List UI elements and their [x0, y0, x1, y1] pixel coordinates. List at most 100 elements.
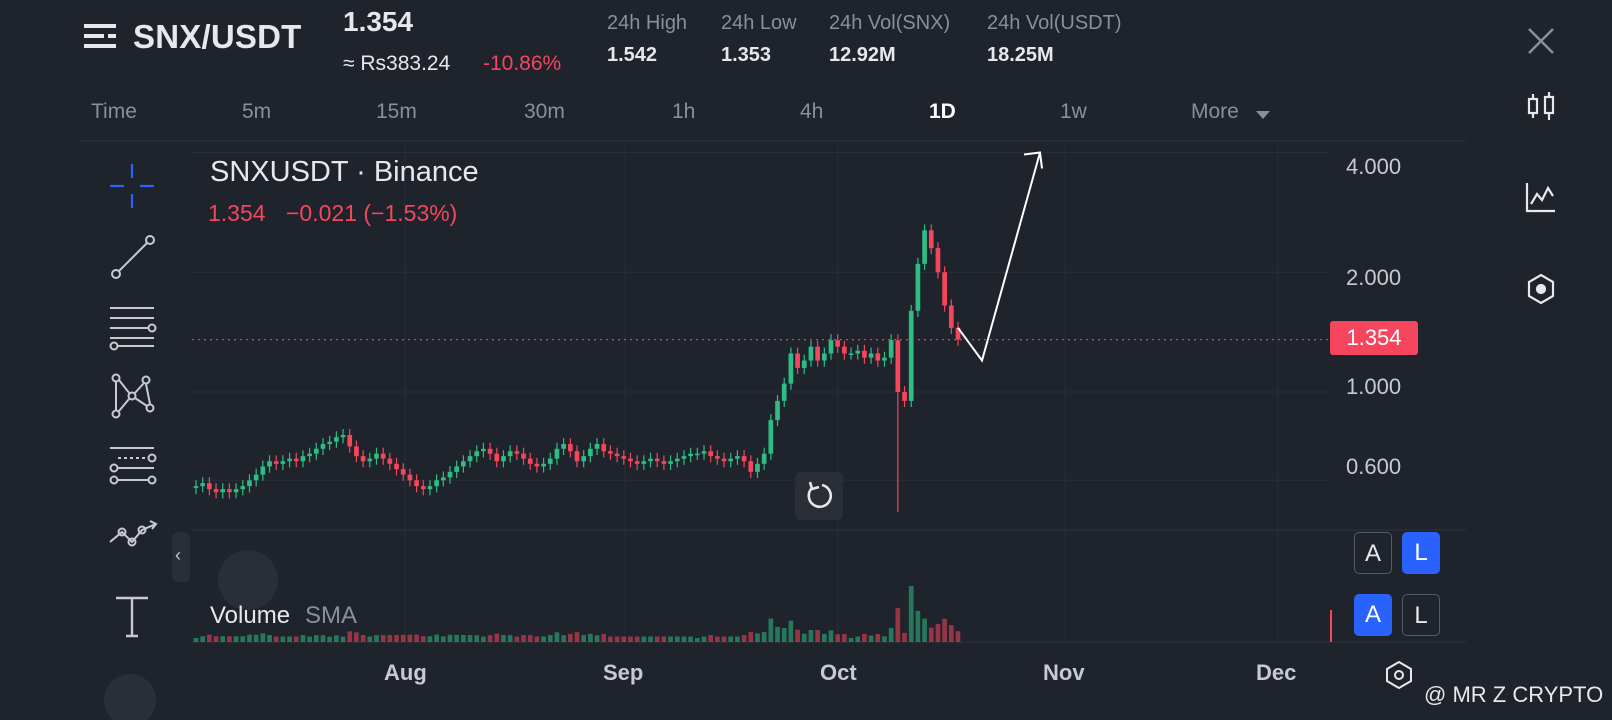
- candle: [601, 444, 607, 452]
- candle: [828, 340, 834, 354]
- candle: [287, 458, 292, 462]
- volume-bar: [474, 635, 480, 642]
- candle: [554, 448, 560, 459]
- chart-price: 1.354: [208, 200, 266, 226]
- path-icon[interactable]: [108, 512, 158, 562]
- stat-value-vol-snx: 12.92M: [829, 44, 896, 66]
- volume-bar: [240, 636, 246, 642]
- candle: [621, 456, 627, 459]
- chevron-down-icon[interactable]: [1256, 111, 1270, 119]
- reset-chart-button[interactable]: [795, 472, 843, 520]
- candle: [547, 458, 553, 464]
- candle: [721, 458, 727, 462]
- candle: [915, 263, 921, 311]
- candle: [835, 340, 841, 347]
- auto-scale-button[interactable]: A: [1354, 532, 1392, 574]
- fib-icon[interactable]: [108, 442, 158, 492]
- volume-bar: [654, 636, 660, 642]
- candle: [862, 350, 867, 358]
- candle: [434, 480, 439, 487]
- x-tick: Nov: [1043, 660, 1085, 685]
- candle: [240, 486, 246, 490]
- volume-bar: [394, 634, 399, 642]
- volume-bar: [741, 635, 747, 642]
- interval-time[interactable]: Time: [91, 100, 137, 123]
- candle: [507, 451, 513, 457]
- volume-bar: [354, 632, 359, 642]
- approx-value: ≈ Rs383.24: [343, 52, 451, 75]
- volume-bar: [367, 636, 373, 642]
- interval-5m[interactable]: 5m: [242, 100, 272, 123]
- volume-bar: [447, 634, 453, 642]
- volume-bar: [708, 635, 714, 642]
- volume-bar: [588, 633, 593, 642]
- volume-bar: [320, 635, 326, 642]
- volume-bar: [481, 636, 486, 642]
- volume-bar: [895, 608, 901, 642]
- pattern-icon[interactable]: [108, 372, 158, 422]
- interval-1d[interactable]: 1D: [929, 100, 956, 123]
- y-tick: 2.000: [1346, 265, 1402, 290]
- candle: [661, 461, 667, 464]
- close-icon[interactable]: [1524, 24, 1558, 58]
- interval-15m[interactable]: 15m: [376, 100, 417, 123]
- interval-4h[interactable]: 4h: [800, 100, 824, 123]
- log-scale-button[interactable]: L: [1402, 532, 1440, 574]
- candle: [360, 456, 366, 462]
- text-icon[interactable]: [108, 592, 158, 642]
- candle: [942, 272, 947, 306]
- y-tick: 4.000: [1346, 154, 1402, 179]
- volume-bar: [728, 636, 734, 642]
- candle: [213, 489, 219, 493]
- interval-more[interactable]: More: [1191, 100, 1239, 123]
- volume-bar: [287, 636, 292, 642]
- volume-bar: [313, 635, 319, 642]
- price-tag: 1.354: [1330, 321, 1418, 355]
- candle: [775, 400, 780, 421]
- candle: [588, 448, 593, 457]
- candle: [801, 360, 807, 368]
- last-price: 1.354: [343, 6, 414, 37]
- volume-bar: [521, 635, 526, 642]
- interval-1h[interactable]: 1h: [672, 100, 696, 123]
- trend-line-icon[interactable]: [108, 232, 158, 282]
- volume-bar: [487, 635, 493, 642]
- interval-1w[interactable]: 1w: [1060, 100, 1087, 123]
- candle: [928, 230, 934, 249]
- menu-icon[interactable]: [84, 22, 120, 54]
- interval-30m[interactable]: 30m: [524, 100, 565, 123]
- candle: [561, 444, 566, 449]
- candle: [541, 463, 546, 467]
- x-tick: Aug: [384, 660, 427, 685]
- x-tick: Oct: [820, 660, 857, 685]
- volume-bar: [888, 627, 894, 642]
- candle: [253, 474, 259, 481]
- candle: [781, 383, 787, 401]
- volume-bar: [534, 636, 540, 642]
- chart-logo-icon: [218, 550, 278, 610]
- volume-bar: [374, 635, 379, 642]
- horizontal-lines-icon[interactable]: [108, 304, 158, 354]
- volume-bar: [220, 636, 226, 642]
- stat-value-vol-usdt: 18.25M: [987, 44, 1054, 66]
- collapse-toolbar-button[interactable]: ‹: [172, 532, 190, 582]
- candle: [400, 469, 406, 475]
- candle: [761, 453, 767, 464]
- candle: [581, 456, 587, 462]
- stat-label-vol-snx: 24h Vol(SNX): [829, 12, 951, 34]
- volume-bar: [233, 636, 239, 642]
- candle: [307, 453, 312, 457]
- candle: [414, 480, 419, 487]
- settings-hex-icon[interactable]: [1524, 272, 1558, 306]
- candlestick-icon[interactable]: [1524, 90, 1558, 124]
- volume-auto-button[interactable]: A: [1354, 594, 1392, 636]
- volume-bar: [821, 633, 827, 642]
- indicator-icon[interactable]: [1524, 180, 1558, 214]
- pair-title[interactable]: SNX/USDT: [133, 18, 302, 55]
- change-percent: -10.86%: [483, 52, 562, 75]
- crosshair-icon[interactable]: [108, 162, 158, 212]
- volume-bar: [922, 618, 927, 642]
- candle: [795, 353, 800, 368]
- volume-log-button[interactable]: L: [1402, 594, 1440, 636]
